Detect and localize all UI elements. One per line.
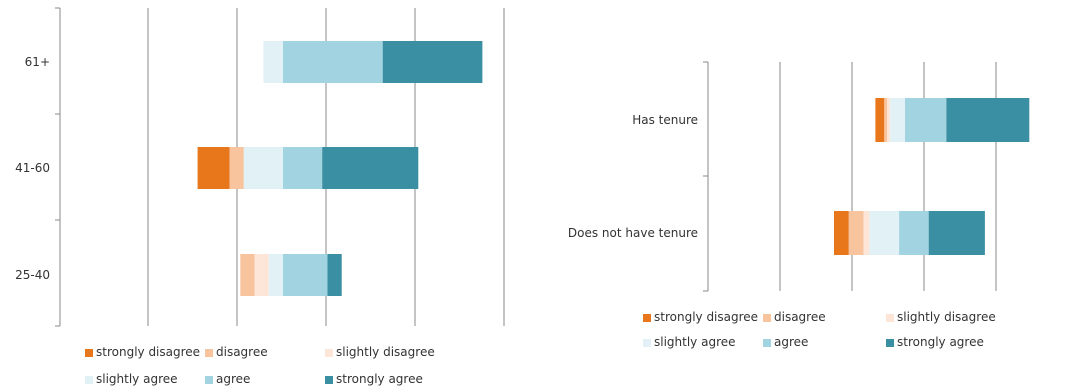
bar-25-40-slightly-agree: [268, 254, 283, 296]
bar-61-agree: [283, 41, 383, 83]
category-label-25-40: 25-40: [15, 268, 50, 282]
legend-swatch-slightly-disagree: [886, 314, 894, 322]
bar-41-60-strongly-disagree: [197, 147, 230, 189]
bar-25-40-slightly-disagree: [254, 254, 269, 296]
bar-41-60-strongly-agree: [322, 147, 419, 189]
bar-41-60-agree: [283, 147, 323, 189]
legend-swatch-disagree: [763, 314, 771, 322]
bar-has-tenure-strongly-disagree: [875, 98, 885, 142]
category-label-61: 61+: [25, 55, 50, 69]
legend-label-disagree: disagree: [774, 310, 826, 324]
legend-swatch-strongly-agree: [325, 376, 333, 384]
bar-has-tenure-strongly-agree: [946, 98, 1030, 142]
legend-label-agree: agree: [216, 372, 250, 386]
bar-61-strongly-agree: [382, 41, 483, 83]
bar-61-slightly-agree: [263, 41, 283, 83]
legend-label-slightly-agree: slightly agree: [96, 372, 178, 386]
legend-swatch-slightly-agree: [85, 376, 93, 384]
legend-label-strongly-disagree: strongly disagree: [96, 345, 200, 359]
chart-tenure: Has tenure Does not have tenure strongly d…: [568, 61, 1030, 349]
bar-has-tenure-disagree: [884, 98, 888, 142]
legend-label-strongly-agree: strongly agree: [897, 335, 984, 349]
legend-label-strongly-disagree: strongly disagree: [654, 310, 758, 324]
legend-label-slightly-agree: slightly agree: [654, 335, 736, 349]
legend-label-slightly-disagree: slightly disagree: [897, 310, 996, 324]
chart-age-groups: 61+ 41-60 25-40 strongly disagree disagree sl…: [15, 7, 505, 386]
bar-does-not-have-tenure-slightly-agree: [869, 211, 900, 255]
bar-does-not-have-tenure-strongly-disagree: [834, 211, 849, 255]
bar-does-not-have-tenure-agree: [899, 211, 929, 255]
legend-swatch-strongly-disagree: [643, 314, 651, 322]
bar-41-60-slightly-agree: [243, 147, 283, 189]
legend-swatch-slightly-disagree: [325, 349, 333, 357]
bar-25-40-strongly-agree: [327, 254, 342, 296]
bar-has-tenure-slightly-disagree: [887, 98, 891, 142]
legend-label-disagree: disagree: [216, 345, 268, 359]
legend-swatch-disagree: [205, 349, 213, 357]
category-label-41-60: 41-60: [15, 161, 50, 175]
bar-does-not-have-tenure-slightly-disagree: [863, 211, 870, 255]
bar-25-40-disagree: [240, 254, 255, 296]
category-label-has-tenure: Has tenure: [632, 113, 698, 127]
bar-41-60-disagree: [229, 147, 244, 189]
bar-has-tenure-agree: [905, 98, 947, 142]
category-label-does-not-have-tenure: Does not have tenure: [568, 226, 698, 240]
bar-25-40-agree: [283, 254, 328, 296]
legend-swatch-strongly-agree: [886, 339, 894, 347]
bar-does-not-have-tenure-strongly-agree: [928, 211, 985, 255]
legend-swatch-slightly-agree: [643, 339, 651, 347]
legend-label-strongly-agree: strongly agree: [336, 372, 423, 386]
legend-swatch-strongly-disagree: [85, 349, 93, 357]
legend-swatch-agree: [205, 376, 213, 384]
legend-label-slightly-disagree: slightly disagree: [336, 345, 435, 359]
legend-swatch-agree: [763, 339, 771, 347]
legend-label-agree: agree: [774, 335, 808, 349]
bar-does-not-have-tenure-disagree: [848, 211, 864, 255]
bar-has-tenure-slightly-agree: [890, 98, 905, 142]
